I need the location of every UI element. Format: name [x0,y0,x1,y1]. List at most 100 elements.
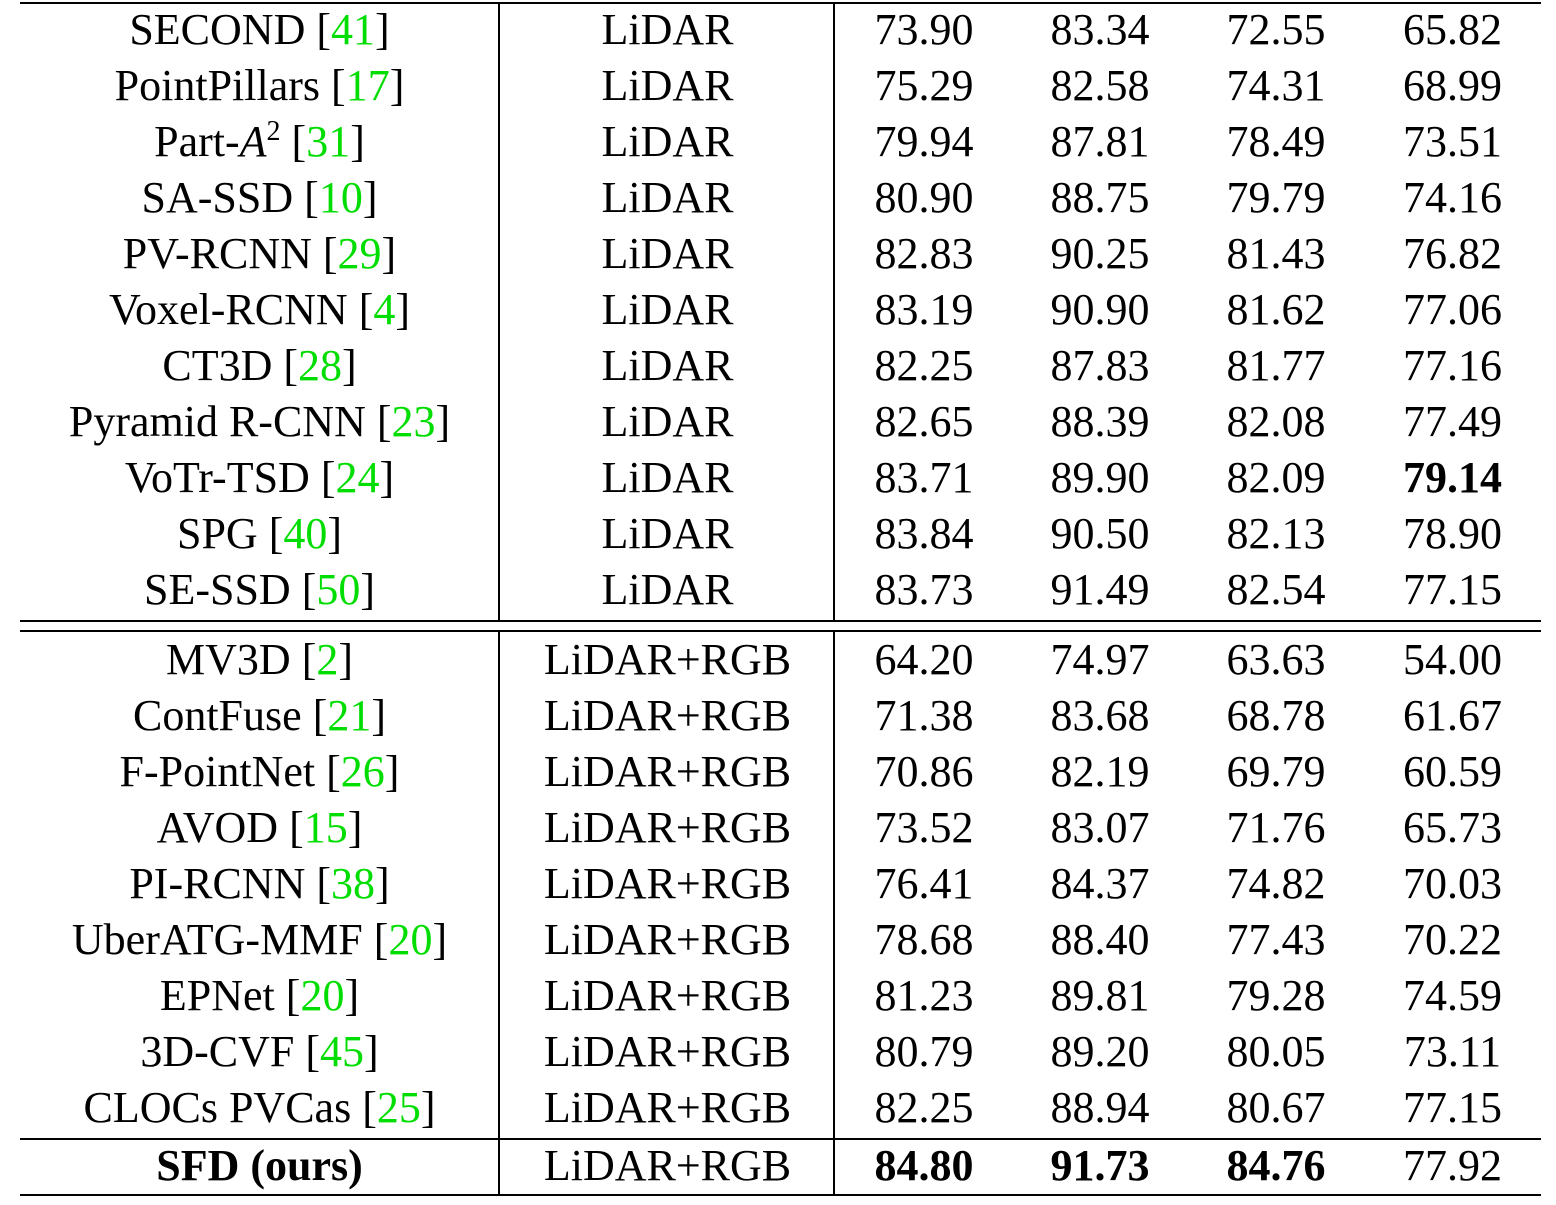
value-col-1: 73.90 [874,5,974,54]
table-row: SECOND [41] LiDAR 73.90 83.34 72.55 65.82 [0,2,1556,58]
value-col-4: 77.92 [1403,1141,1502,1190]
method-cell: SA-SSD [10] [141,173,378,222]
modality-cell: LiDAR [601,5,734,54]
citation-link[interactable]: 21 [327,691,372,740]
ours-separator-rule [20,1138,1541,1140]
modality-cell: LiDAR+RGB [543,747,792,796]
citation-link[interactable]: 24 [335,453,380,502]
method-name: SA-SSD [141,173,294,222]
citation-link[interactable]: 15 [303,803,348,852]
value-col-4: 73.51 [1403,117,1502,166]
value-col-2: 87.83 [1050,341,1150,390]
method-name: F-PointNet [119,747,316,796]
value-col-1: 83.73 [874,565,974,614]
value-col-4: 65.73 [1403,803,1502,852]
value-col-4: 70.03 [1403,859,1502,908]
column-divider-modality-lower [833,632,835,1194]
table-row: SPG [40] LiDAR 83.84 90.50 82.13 78.90 [0,506,1556,562]
method-name: SFD (ours) [156,1141,363,1190]
value-col-3: 81.77 [1226,341,1326,390]
table-row: PointPillars [17] LiDAR 75.29 82.58 74.31 68.… [0,58,1556,114]
citation-link[interactable]: 17 [345,61,390,110]
method-math: A [239,117,267,166]
modality-cell: LiDAR [601,565,734,614]
value-col-4: 61.67 [1403,691,1502,740]
modality-cell: LiDAR [601,509,734,558]
value-col-4: 74.16 [1403,173,1502,222]
value-col-3: 71.76 [1226,803,1326,852]
value-col-4: 77.15 [1403,565,1502,614]
method-cell: SECOND [41] [129,5,390,54]
citation-link[interactable]: 25 [376,1083,421,1132]
value-col-2: 89.81 [1050,971,1150,1020]
value-col-4: 54.00 [1403,635,1502,684]
value-col-2: 90.50 [1050,509,1150,558]
value-col-2: 82.19 [1050,747,1150,796]
method-cell: ContFuse [21] [132,691,386,740]
method-cell: PV-RCNN [29] [122,229,397,278]
citation-link[interactable]: 28 [298,341,342,390]
value-col-1: 82.25 [874,1083,974,1132]
value-col-1: 82.65 [874,397,974,446]
value-col-2: 88.94 [1050,1083,1150,1132]
method-name: CT3D [162,341,273,390]
value-col-1: 83.84 [874,509,974,558]
citation-link[interactable]: 41 [331,5,376,54]
value-col-1: 80.79 [874,1027,974,1076]
modality-cell: LiDAR+RGB [543,635,792,684]
citation-link[interactable]: 50 [316,565,361,614]
citation-link[interactable]: 10 [318,173,363,222]
citation-link[interactable]: 31 [306,117,351,166]
citation-link[interactable]: 4 [373,285,396,334]
value-col-1: 83.71 [874,453,974,502]
value-col-4: 73.11 [1403,1027,1502,1076]
method-cell: AVOD [15] [156,803,363,852]
citation-link[interactable]: 38 [331,859,376,908]
citation-link[interactable]: 29 [337,229,382,278]
value-col-1: 79.94 [874,117,974,166]
citation-link[interactable]: 20 [300,971,345,1020]
table-row: PI-RCNN [38] LiDAR+RGB 76.41 84.37 74.82 70.0… [0,856,1556,912]
value-col-3: 81.62 [1226,285,1326,334]
value-col-3: 77.43 [1226,915,1326,964]
method-cell: CLOCs PVCas [25] [83,1083,436,1132]
value-col-2: 88.75 [1050,173,1150,222]
value-col-2: 88.40 [1050,915,1150,964]
value-col-1: 73.52 [874,803,974,852]
modality-cell: LiDAR+RGB [543,1141,792,1190]
value-col-4: 70.22 [1403,915,1502,964]
table-row: 3D-CVF [45] LiDAR+RGB 80.79 89.20 80.05 73.11 [0,1024,1556,1080]
value-col-4: 74.59 [1403,971,1502,1020]
value-col-4: 77.49 [1403,397,1502,446]
method-cell: Pyramid R-CNN [23] [68,397,451,446]
citation-link[interactable]: 23 [391,397,436,446]
value-col-4: 78.90 [1403,509,1502,558]
value-col-4: 77.16 [1403,341,1502,390]
value-col-4: 79.14 [1403,453,1502,502]
citation-link[interactable]: 45 [320,1027,365,1076]
citation-link[interactable]: 26 [340,747,385,796]
method-cell: SE-SSD [50] [143,565,376,614]
value-col-1: 82.83 [874,229,974,278]
value-col-3: 82.54 [1226,565,1326,614]
citation-link[interactable]: 40 [283,509,328,558]
value-col-3: 80.05 [1226,1027,1326,1076]
method-cell: 3D-CVF [45] [140,1027,379,1076]
value-col-4: 65.82 [1403,5,1502,54]
value-col-3: 84.76 [1226,1141,1326,1190]
table-row: Part-A2 [31] LiDAR 79.94 87.81 78.49 73.51 [0,114,1556,170]
method-name: ContFuse [132,691,302,740]
value-col-2: 87.81 [1050,117,1150,166]
modality-cell: LiDAR+RGB [543,859,792,908]
value-col-4: 77.15 [1403,1083,1502,1132]
citation-link[interactable]: 20 [388,915,433,964]
value-col-3: 72.55 [1226,5,1326,54]
citation-link[interactable]: 2 [316,635,339,684]
value-col-2: 89.90 [1050,453,1150,502]
value-col-3: 79.79 [1226,173,1326,222]
method-name: SE-SSD [143,565,291,614]
modality-cell: LiDAR [601,453,734,502]
method-cell: VoTr-TSD [24] [124,453,395,502]
table-row: CLOCs PVCas [25] LiDAR+RGB 82.25 88.94 80.67… [0,1080,1556,1136]
